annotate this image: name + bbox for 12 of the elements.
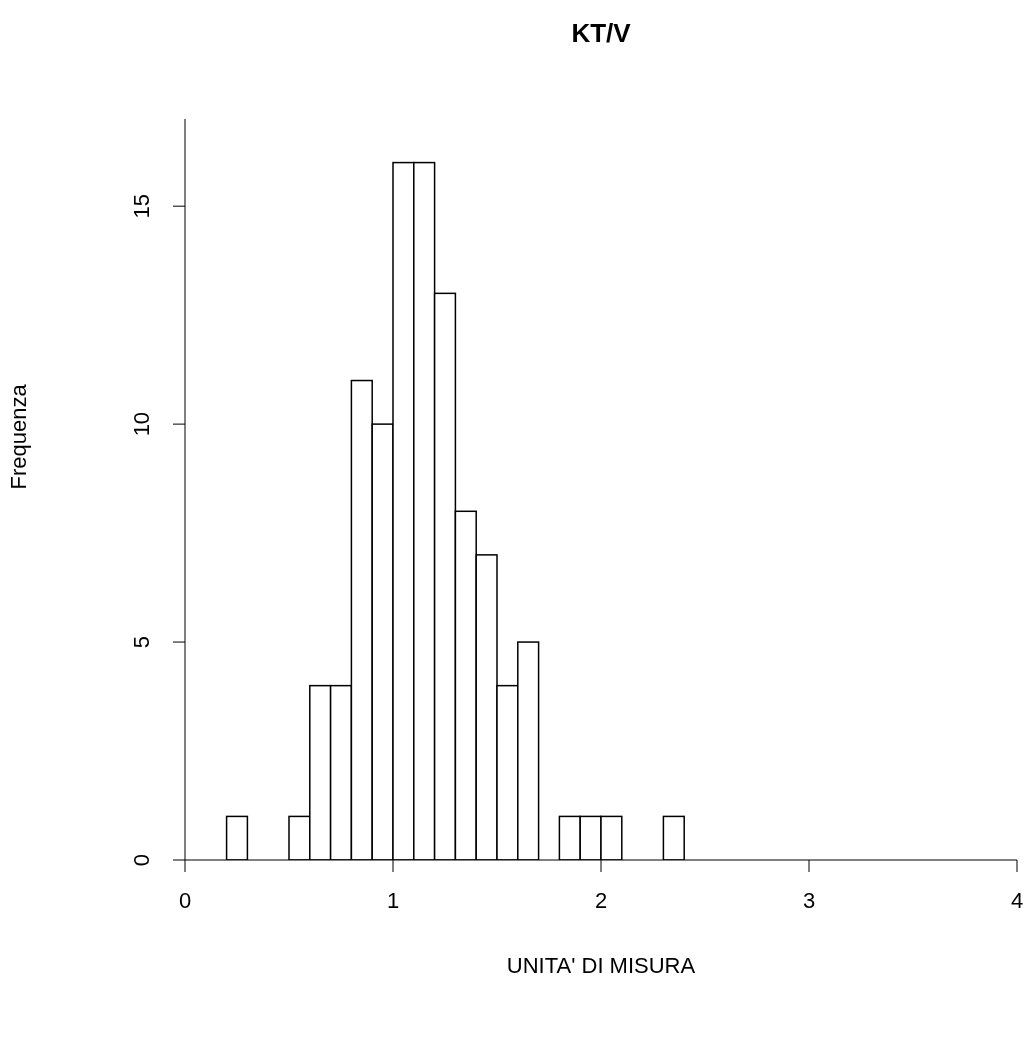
x-tick-label: 4 xyxy=(1010,887,1024,913)
x-tick-label: 2 xyxy=(594,887,608,913)
x-tick-label: 0 xyxy=(178,887,192,913)
y-tick-label: 15 xyxy=(129,193,154,219)
y-tick-label: 0 xyxy=(129,853,154,867)
x-axis-title: UNITA' DI MISURA xyxy=(506,953,696,978)
x-tick-label: 1 xyxy=(386,887,400,913)
y-axis-title: Frequenza xyxy=(5,383,31,490)
y-tick-label: 5 xyxy=(129,635,154,649)
x-tick-label: 3 xyxy=(802,887,816,913)
chart-title: KT/V xyxy=(570,18,632,49)
y-tick-label: 10 xyxy=(129,411,154,437)
